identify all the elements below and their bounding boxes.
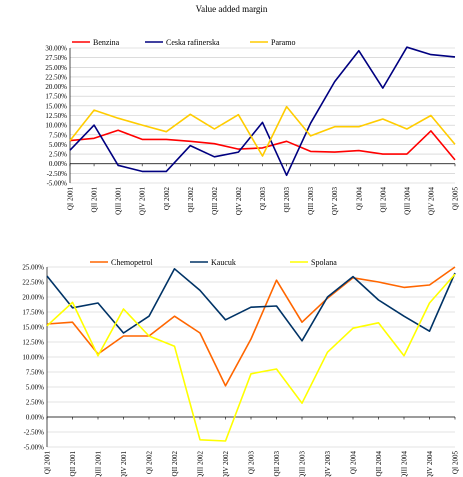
y-tick-label: 30.00% — [45, 45, 67, 53]
series-line-kaucuk — [46, 267, 456, 342]
y-tick-label: 12.50% — [45, 112, 67, 120]
y-tick-label: 20.00% — [45, 83, 67, 91]
y-tick-label: 5.00% — [26, 384, 44, 392]
series-line-paramo — [69, 105, 456, 157]
page-title: Value added margin — [195, 4, 268, 14]
chart-bottom: -5.00% -2.50% 0.00% 2.50% 5.00% 7.50% 10.00% 12… — [22, 258, 460, 477]
x-tick-label: QI 2005 — [452, 451, 460, 475]
y-tick-label: 22.50% — [22, 279, 44, 287]
y-tick-label: 20.00% — [22, 294, 44, 302]
x-tick-label: QII 2003 — [273, 451, 281, 477]
x-tick-label: QIV 2002 — [235, 187, 243, 216]
y-tick-label: 15.00% — [22, 324, 44, 332]
x-tick-label: QII 2004 — [375, 451, 383, 477]
y-tick-label: -5.00% — [47, 180, 68, 188]
y-tick-label: -5.00% — [24, 444, 45, 452]
y-tick-label: 5.00% — [49, 141, 67, 149]
x-tick-label: QII 2003 — [283, 187, 291, 213]
x-tick-label: QIV 2004 — [427, 187, 435, 216]
y-tick-label: 7.50% — [26, 369, 44, 377]
series-line-ceska-rafinerska — [69, 46, 456, 177]
y-tick-label: 22.50% — [45, 73, 67, 81]
x-tick-label: QIV 2003 — [324, 451, 332, 477]
x-tick-label: QI 2004 — [350, 451, 358, 475]
x-tick-label: QII 2001 — [91, 187, 99, 213]
x-tick-label: QIII 2002 — [211, 187, 219, 215]
legend-label: Ceska rafinerska — [166, 38, 220, 47]
x-tick-label: QI 2004 — [355, 187, 363, 211]
x-tick-label: QI 2003 — [248, 451, 256, 475]
x-tick-label: QIV 2002 — [222, 451, 230, 477]
y-tick-label: 2.50% — [26, 399, 44, 407]
x-tick-label: QIII 2004 — [401, 451, 409, 477]
y-tick-label: 7.50% — [49, 131, 67, 139]
legend-label: Kaucuk — [211, 258, 236, 267]
x-tick-label: QII 2001 — [69, 451, 77, 477]
x-tick-label: QIII 2002 — [197, 451, 205, 477]
legend-label: Paramo — [271, 38, 295, 47]
series-line-benzina — [69, 129, 456, 161]
y-tick-label: -2.50% — [47, 170, 68, 178]
chart-top: -5.00% -2.50% 0.00%2.50% 5.00% 7.50%10.00% 12… — [45, 38, 460, 216]
y-tick-label: 25.00% — [22, 264, 44, 272]
x-tick-label: QIII 2003 — [307, 187, 315, 215]
x-tick-label: QIII 2001 — [115, 187, 123, 215]
y-tick-label: -2.50% — [24, 429, 45, 437]
y-tick-label: 10.00% — [45, 122, 67, 130]
x-tick-label: QIV 2001 — [139, 187, 147, 216]
legend-label: Benzina — [93, 38, 120, 47]
legend-label: Spolana — [311, 258, 337, 267]
x-tick-label: QIII 2004 — [403, 187, 411, 215]
x-tick-label: QI 2001 — [44, 451, 52, 475]
x-tick-label: QIV 2004 — [426, 451, 434, 477]
x-tick-label: QI 2002 — [163, 187, 171, 211]
legend-label: Chemopetrol — [111, 258, 154, 267]
y-tick-label: 17.50% — [22, 309, 44, 317]
x-tick-label: QII 2002 — [171, 451, 179, 477]
y-tick-label: 0.00% — [49, 160, 67, 168]
x-tick-label: QII 2002 — [187, 187, 195, 213]
x-tick-label: QIII 2001 — [95, 451, 103, 477]
y-tick-label: 2.50% — [49, 151, 67, 159]
y-tick-label: 15.00% — [45, 102, 67, 110]
y-tick-label: 12.50% — [22, 339, 44, 347]
y-tick-label: 25.00% — [45, 64, 67, 72]
y-tick-label: 27.50% — [45, 54, 67, 62]
y-tick-label: 10.00% — [22, 354, 44, 362]
x-tick-label: QI 2005 — [452, 187, 460, 211]
y-tick-label: 0.00% — [26, 414, 44, 422]
y-tick-label: 17.50% — [45, 93, 67, 101]
x-tick-label: QIV 2001 — [120, 451, 128, 477]
series-line-chemopetrol — [46, 266, 456, 387]
x-tick-label: QI 2001 — [67, 187, 75, 211]
x-tick-label: QI 2003 — [259, 187, 267, 211]
series-line-spolana — [46, 273, 456, 442]
x-tick-label: QII 2004 — [379, 187, 387, 213]
x-tick-label: QI 2002 — [146, 451, 154, 475]
x-tick-label: QIII 2003 — [299, 451, 307, 477]
x-tick-label: QIV 2003 — [331, 187, 339, 216]
